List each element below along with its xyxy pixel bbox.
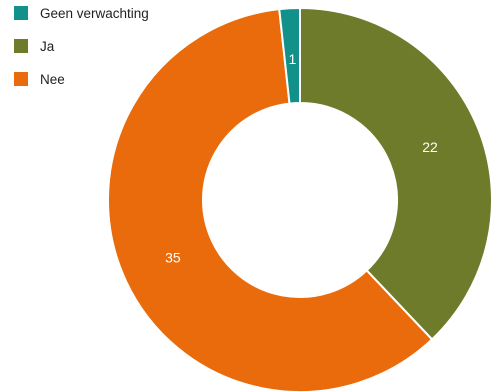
slice-value-label-nee: 35 xyxy=(165,249,181,265)
slice-value-label-geen-verwachting: 1 xyxy=(289,51,297,67)
slice-nee[interactable] xyxy=(107,8,434,392)
legend-swatch-geen-verwachting xyxy=(14,6,28,20)
legend-item-nee[interactable]: Nee xyxy=(14,71,149,87)
legend-label-geen-verwachting: Geen verwachting xyxy=(40,5,149,21)
legend-swatch-nee xyxy=(14,72,28,86)
legend-item-geen-verwachting[interactable]: Geen verwachting xyxy=(14,5,149,21)
legend-item-ja[interactable]: Ja xyxy=(14,38,149,54)
slice-ja[interactable] xyxy=(299,6,493,341)
slice-value-label-ja: 22 xyxy=(422,139,438,155)
legend-label-nee: Nee xyxy=(40,71,65,87)
legend-swatch-ja xyxy=(14,39,28,53)
chart-legend: Geen verwachting Ja Nee xyxy=(14,5,149,104)
slice-geen-verwachting[interactable] xyxy=(278,6,301,105)
legend-label-ja: Ja xyxy=(40,38,55,54)
